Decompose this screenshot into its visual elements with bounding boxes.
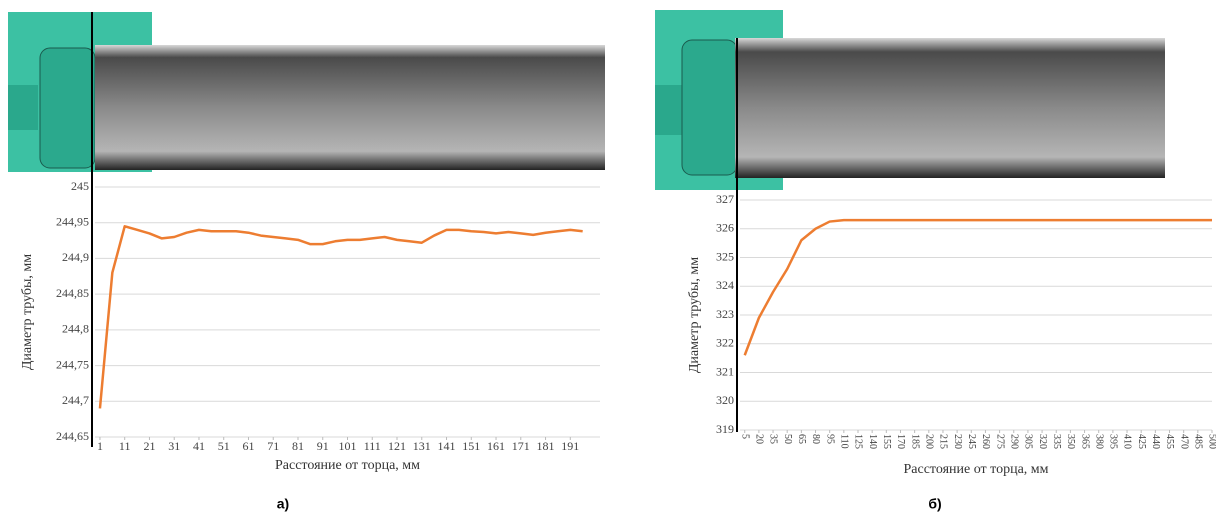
x-tick-label: 51 [218,439,230,453]
x-tick-label: 500 [1207,434,1216,449]
figure: 244,65 244,7 244,75 244,8 244,85 244,9 244,95 2… [0,0,1216,518]
x-tick-label: 275 [994,434,1005,449]
y-tick-label: 244,65 [56,429,89,443]
y-tick-label: 327 [716,192,734,206]
y-tick-label: 319 [716,422,734,436]
x-tick-label: 485 [1193,434,1204,449]
x-tick-label: 230 [952,434,963,449]
x-tick-label: 121 [388,439,406,453]
x-tick-label: 110 [839,434,850,449]
x-tick-label: 200 [924,434,935,449]
x-tick-label: 35 [768,434,779,444]
x-tick-label: 440 [1150,434,1161,449]
x-tick-label: 335 [1051,434,1062,449]
x-tick-label: 425 [1136,434,1147,449]
x-tick-label: 260 [980,434,991,449]
x-tick-label: 245 [966,434,977,449]
x-tick-label: 470 [1178,434,1189,449]
pipe-image-left [8,12,605,172]
y-tick-label: 244,95 [56,214,89,228]
x-tick-label: 71 [267,439,279,453]
x-tick-label: 181 [537,439,555,453]
data-line [745,220,1212,355]
y-tick-label: 320 [716,393,734,407]
y-tick-label: 244,7 [62,393,89,407]
x-tick-label: 305 [1023,434,1034,449]
y-tick-label: 244,8 [62,322,89,336]
x-tick-label: 1 [97,439,103,453]
x-tick-label: 170 [895,434,906,449]
x-tick-label: 350 [1065,434,1076,449]
y-tick-label: 323 [716,307,734,321]
x-tick-label: 80 [810,434,821,444]
x-tick-label: 395 [1108,434,1119,449]
panel-label: б) [928,496,941,512]
x-tick-label: 151 [462,439,480,453]
x-tick-label: 365 [1079,434,1090,449]
y-tick-label: 321 [716,364,734,378]
x-tick-label: 50 [782,434,793,444]
x-tick-label: 215 [938,434,949,449]
x-tick-label: 65 [796,434,807,444]
x-tick-label: 140 [867,434,878,449]
y-tick-label: 326 [716,221,734,235]
x-tick-label: 155 [881,434,892,449]
x-tick-label: 161 [487,439,505,453]
x-tick-label: 81 [292,439,304,453]
x-tick-label: 410 [1122,434,1133,449]
y-tick-label: 322 [716,336,734,350]
x-tick-label: 131 [413,439,431,453]
x-tick-label: 61 [242,439,254,453]
x-axis-title: Расстояние от торца, мм [275,458,420,473]
x-tick-label: 95 [824,434,835,444]
y-tick-label: 244,85 [56,286,89,300]
x-tick-label: 111 [364,439,381,453]
x-tick-label: 101 [339,439,357,453]
x-tick-label: 320 [1037,434,1048,449]
y-tick-label: 244,9 [62,250,89,264]
y-axis-title: Диаметр трубы, мм [20,254,35,370]
x-tick-label: 5 [739,434,750,439]
y-tick-label: 325 [716,249,734,263]
x-tick-label: 455 [1164,434,1175,449]
pipe-image-right [655,10,1165,190]
x-tick-label: 171 [512,439,530,453]
x-tick-label: 21 [143,439,155,453]
data-line [100,226,583,408]
panel-label: а) [277,496,289,512]
x-tick-label: 185 [909,434,920,449]
x-tick-label: 380 [1093,434,1104,449]
x-tick-label: 191 [561,439,579,453]
y-tick-label: 244,75 [56,357,89,371]
x-tick-label: 41 [193,439,205,453]
x-axis-title: Расстояние от торца, мм [903,462,1048,477]
x-tick-label: 91 [317,439,329,453]
x-tick-label: 141 [438,439,456,453]
y-tick-label: 245 [71,179,89,193]
x-tick-label: 20 [754,434,765,444]
x-tick-label: 11 [119,439,131,453]
x-tick-label: 290 [1008,434,1019,449]
x-tick-label: 31 [168,439,180,453]
y-axis-title: Диаметр трубы, мм [687,257,702,373]
x-tick-label: 125 [853,434,864,449]
y-tick-label: 324 [716,278,734,292]
